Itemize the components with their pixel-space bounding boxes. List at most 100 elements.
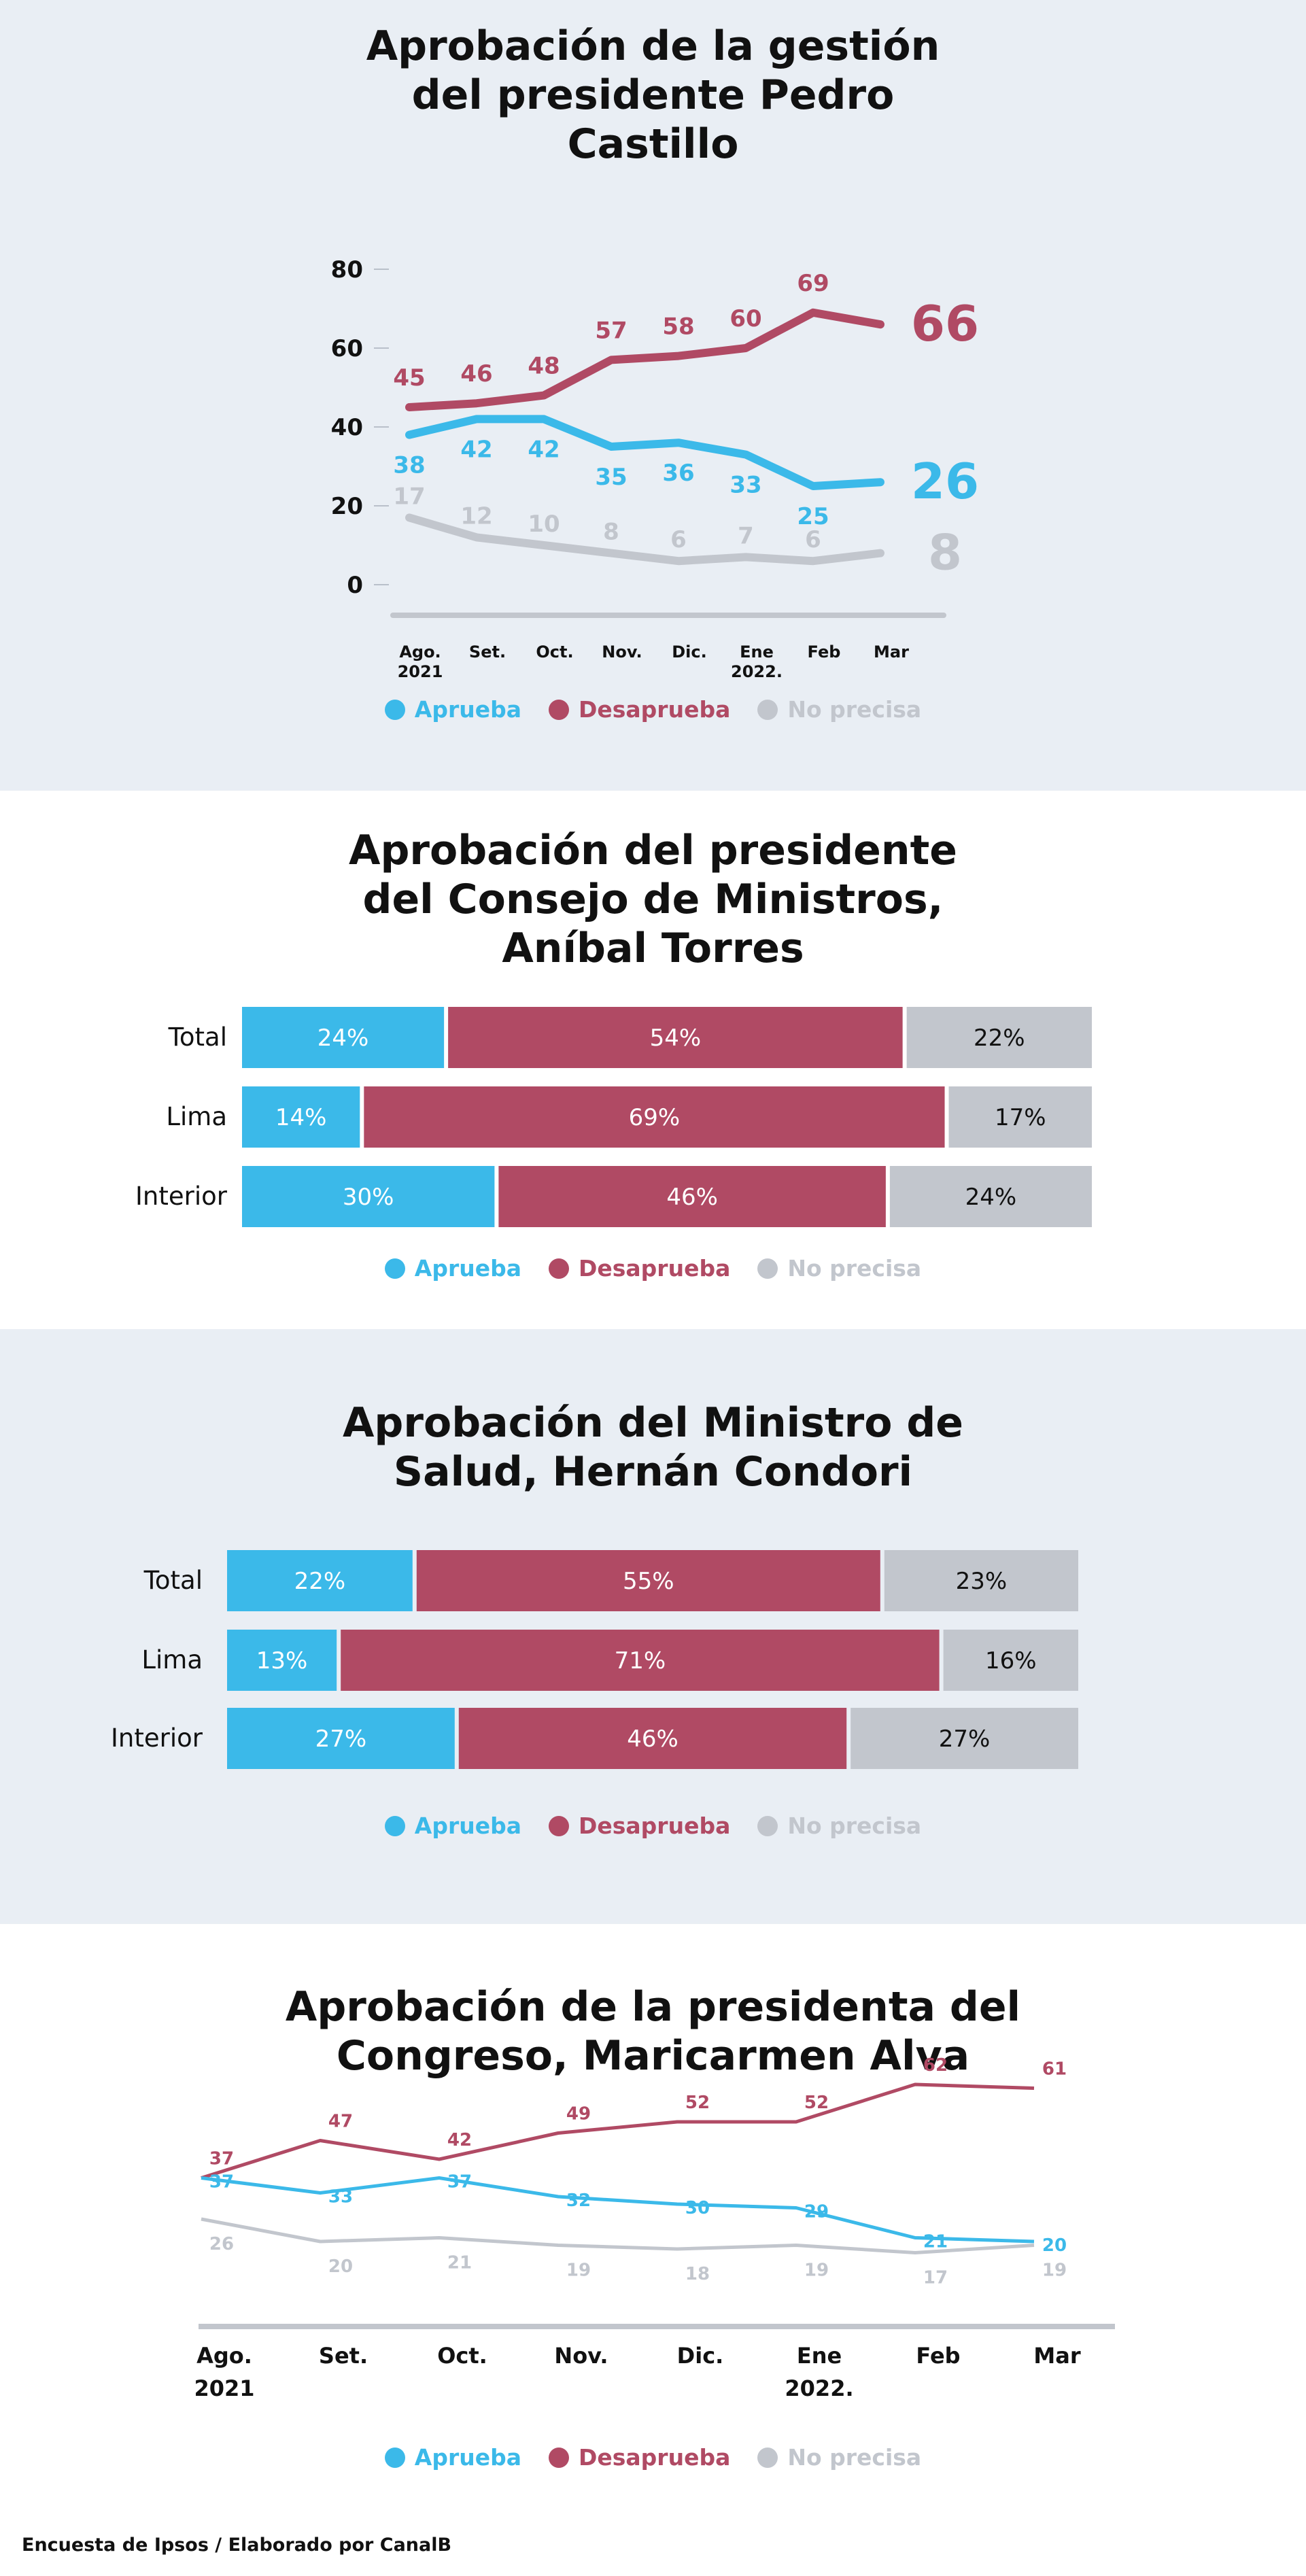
title-line: del presidente Pedro [411,71,895,119]
bar-segment-desaprueba [498,1166,886,1227]
bar-segment-desaprueba [416,1550,880,1611]
legend-label: No precisa [787,696,922,723]
legend-label: Desaprueba [579,2444,731,2471]
torres-section: Aprobación del presidente del Consejo de… [0,791,1306,1329]
series-line-no_precisa [201,2217,1035,2254]
data-label: 38 [393,452,425,479]
legend-label: Aprueba [414,1255,521,1282]
data-label-emphasized: 8 [928,524,962,581]
no-precisa-dot-icon [757,1258,778,1279]
aprueba-dot-icon [384,1258,405,1279]
row-label: Lima [141,1645,203,1675]
bar-value-label: 22% [974,1025,1025,1052]
title-line: Congreso, Maricarmen Alva [336,2032,970,2080]
x-tick-label: Feb [808,642,841,662]
bar-value-label: 23% [956,1568,1008,1595]
data-label: 61 [1042,2059,1067,2080]
data-label: 48 [528,353,560,380]
data-label: 42 [447,2130,472,2150]
bar-value-label: 54% [650,1025,702,1052]
x-tick-label: Mar [1033,2343,1080,2369]
legend-item-aprueba: Aprueba [384,696,521,723]
castillo-line-chart: 0 20 40 60 80 Ago.2021 Set. Oct. Nov. Dic. Ene2022… [331,256,979,681]
x-tick-label: Set. [469,642,506,662]
x-tick-label: Ene [797,2343,842,2369]
x-tick-label: Oct. [536,642,573,662]
aprueba-dot-icon [384,1815,405,1836]
legend-item-no-precisa: No precisa [757,696,921,723]
aprueba-dot-icon [384,699,405,720]
bar-segment-no_precisa [943,1630,1078,1691]
aprueba-dot-icon [384,2447,405,2468]
data-label: 47 [328,2112,353,2132]
data-label: 69 [797,270,829,297]
title-line: Aníbal Torres [502,925,804,972]
data-label: 29 [804,2202,829,2222]
row-label: Interior [111,1723,203,1753]
chart-legend: Aprueba Desaprueba No precisa [0,2444,1306,2471]
x-tick-label: 2022. [785,2375,853,2401]
source-footer: Encuesta de Ipsos / Elaborado por CanalB [22,2535,452,2556]
data-label: 12 [460,502,492,530]
data-label-emphasized: 66 [911,295,979,352]
title-line: Aprobación de la gestión [366,22,940,70]
bar-segment-desaprueba [341,1630,940,1691]
data-label: 35 [595,464,627,491]
x-tick-label: Set. [319,2343,368,2369]
torres-chart-title: Aprobación del presidente del Consejo de… [0,826,1306,973]
title-line: Aprobación de la presidenta del [285,1983,1021,2031]
data-label: 36 [662,460,694,487]
legend-item-desaprueba: Desaprueba [549,2444,730,2471]
bar-value-label: 71% [615,1647,666,1675]
legend-item-aprueba: Aprueba [384,1255,521,1282]
data-label: 33 [729,472,761,499]
title-line: Aprobación del Ministro de [343,1399,963,1447]
data-label: 19 [566,2261,591,2281]
bar-segment-desaprueba [448,1007,903,1068]
legend-item-no-precisa: No precisa [757,2444,921,2471]
row-label: Lima [166,1102,227,1131]
bar-segment-aprueba [227,1550,413,1611]
data-label: 6 [805,526,821,553]
no-precisa-dot-icon [757,2447,778,2468]
data-label: 7 [738,522,754,549]
data-label: 37 [209,2149,234,2169]
data-label: 45 [393,364,425,392]
row-label: Interior [135,1182,228,1211]
legend-item-aprueba: Aprueba [384,2444,521,2471]
data-label: 37 [447,2172,472,2193]
title-line: Salud, Hernán Condori [393,1448,913,1496]
bar-value-label: 30% [343,1184,394,1211]
condori-bar-chart: Total 22% 55% 23% Lima 13% 71% 16% Interior 27% 46… [111,1550,1078,1769]
bar-value-label: 16% [985,1647,1037,1675]
data-label: 30 [685,2198,710,2218]
data-label: 62 [923,2055,948,2076]
desaprueba-dot-icon [549,1258,569,1279]
desaprueba-dot-icon [549,1815,569,1836]
legend-item-aprueba: Aprueba [384,1813,521,1839]
data-label: 20 [1042,2235,1067,2256]
alva-chart-title: Aprobación de la presidenta del Congreso… [0,1982,1306,2080]
series-line-aprueba [201,2176,1035,2244]
data-label: 21 [447,2253,472,2273]
legend-label: Desaprueba [579,1255,731,1282]
x-tick-label: Nov. [602,642,642,662]
title-line: Aprobación del presidente [349,827,957,874]
data-label: 6 [670,526,687,553]
x-tick-label: Dic. [672,642,707,662]
data-label: 17 [393,483,425,510]
x-tick-label: 2021 [194,2375,254,2401]
bar-value-label: 22% [294,1568,346,1595]
x-tick-label: Ago. [399,642,441,662]
bar-segment-aprueba [227,1630,337,1691]
alva-section: Aprobación de la presidenta del Congreso… [0,1924,1306,2576]
data-label: 52 [685,2093,710,2113]
data-label: 19 [1042,2261,1067,2281]
series-line-desaprueba [405,308,884,411]
bar-segment-desaprueba [364,1086,945,1148]
legend-label: Desaprueba [579,1813,731,1839]
data-label: 60 [729,305,761,332]
bar-segment-aprueba [242,1166,495,1227]
data-label: 49 [566,2104,591,2125]
